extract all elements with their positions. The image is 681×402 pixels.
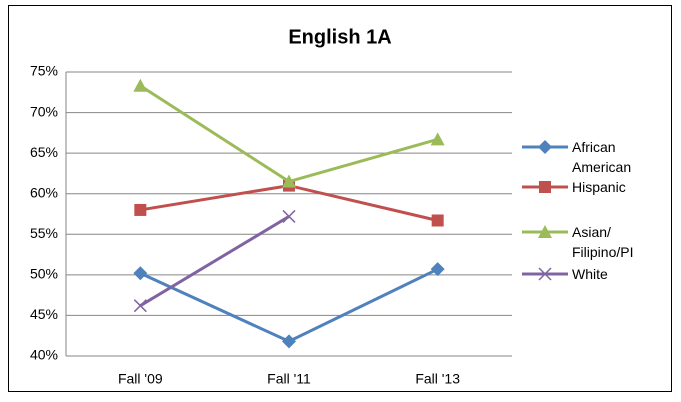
chart-title: English 1A [288, 26, 391, 48]
legend-label: White [572, 266, 608, 282]
y-tick-label: 40% [30, 347, 58, 363]
marker [538, 267, 552, 281]
marker [538, 225, 552, 238]
y-tick-label: 55% [30, 225, 58, 241]
marker [133, 299, 147, 313]
x-tick-label: Fall '13 [415, 371, 460, 387]
marker [430, 132, 445, 146]
marker [282, 334, 296, 349]
y-tick-label: 60% [30, 184, 58, 200]
y-tick-label: 50% [30, 266, 58, 282]
marker [282, 174, 296, 188]
y-tick-label: 70% [30, 103, 58, 119]
y-tick-label: 45% [30, 306, 58, 322]
marker [539, 181, 551, 193]
marker [282, 209, 296, 223]
marker [430, 262, 445, 277]
x-tick-label: Fall '11 [267, 371, 311, 387]
marker [538, 140, 552, 154]
legend-label: Asian/Filipino/PI [572, 224, 634, 260]
series-line [139, 215, 290, 307]
marker [431, 214, 444, 227]
legend-label: Hispanic [572, 179, 626, 195]
marker [133, 266, 148, 281]
y-tick-label: 65% [30, 144, 58, 160]
x-tick-label: Fall '09 [118, 371, 163, 387]
y-tick-label: 75% [30, 63, 58, 79]
marker [133, 78, 148, 92]
marker [134, 203, 147, 216]
legend-label: African American [572, 139, 632, 175]
